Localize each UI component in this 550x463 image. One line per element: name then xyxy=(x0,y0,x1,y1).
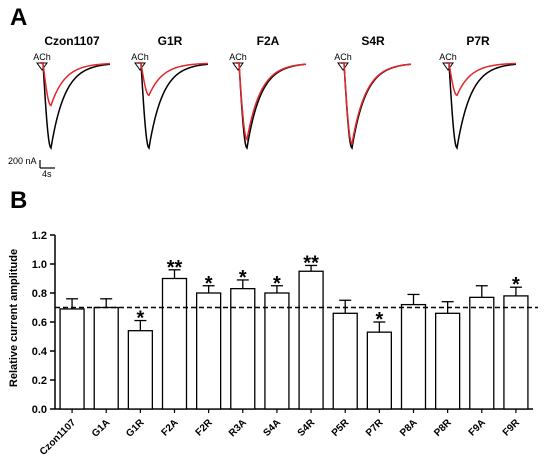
treated-trace xyxy=(446,62,517,97)
ach-application-marker-icon xyxy=(442,62,454,71)
ach-application-marker-icon xyxy=(232,62,244,71)
y-axis-title: Relative current amplitude xyxy=(8,249,20,387)
panel-a-letter: A xyxy=(10,4,27,31)
significance-marker: ** xyxy=(167,257,183,279)
y-tick-label: 0.4 xyxy=(32,346,48,358)
bar xyxy=(230,287,256,410)
treated-trace xyxy=(138,62,209,97)
x-tick-label: Czon1107 xyxy=(38,417,79,458)
x-tick-label: P7R xyxy=(364,417,386,439)
control-trace xyxy=(446,62,517,150)
control-trace xyxy=(40,62,111,150)
ach-application-marker-icon xyxy=(337,62,349,71)
ach-label: ACh xyxy=(439,52,457,62)
bar xyxy=(434,312,461,410)
trace-title: S4R xyxy=(361,34,385,48)
ach-label: ACh xyxy=(229,52,247,62)
significance-marker: ** xyxy=(303,252,319,274)
x-tick-label: F2R xyxy=(194,417,216,439)
scale-bar: 200 nA 4s xyxy=(8,156,55,179)
trace-title: P7R xyxy=(466,34,490,48)
bar xyxy=(366,331,393,410)
treated-trace xyxy=(341,62,412,146)
ach-label: ACh xyxy=(33,52,51,62)
bar xyxy=(127,330,154,410)
bar xyxy=(59,308,85,410)
y-tick-label: 0.2 xyxy=(32,375,47,387)
x-axis-labels: Czon1107 G1A G1R F2A F2R R3A S4A S4R P5R P7R P8A P8… xyxy=(38,409,523,458)
bar xyxy=(298,270,324,410)
scale-bar-current-label: 200 nA xyxy=(8,156,37,166)
control-trace xyxy=(236,62,307,150)
ach-label: ACh xyxy=(131,52,149,62)
trace-panel: Czon1107 ACh xyxy=(33,34,111,150)
bar xyxy=(332,312,358,410)
ach-label: ACh xyxy=(334,52,352,62)
treated-trace xyxy=(40,62,111,107)
y-tick-label: 0.8 xyxy=(32,288,47,300)
trace-panel: S4R ACh xyxy=(334,34,412,150)
bar xyxy=(93,306,119,410)
panel-b: B Relative current amplitude 0.0 0.2 0.4 0.… xyxy=(8,187,538,458)
trace-title: G1R xyxy=(158,34,183,48)
y-tick-label: 0.6 xyxy=(32,317,47,329)
x-tick-label: F2A xyxy=(159,417,180,438)
significance-marker: * xyxy=(512,274,520,296)
bar xyxy=(400,303,427,410)
x-tick-label: S4A xyxy=(262,417,284,439)
panel-a: A Czon1107 ACh G1R ACh F2A ACh S4R ACh P7R ACh 20… xyxy=(8,4,517,179)
bar xyxy=(161,277,188,410)
significance-marker: * xyxy=(375,309,383,331)
ach-application-marker-icon xyxy=(36,62,48,71)
trace-title: F2A xyxy=(257,34,280,48)
bar xyxy=(503,295,529,410)
treated-trace xyxy=(236,62,307,142)
bar xyxy=(469,296,495,410)
x-tick-label: G1A xyxy=(90,417,112,439)
significance-marker: * xyxy=(273,273,281,295)
x-tick-label: F9R xyxy=(501,417,523,439)
bar-series: **** * ***** xyxy=(59,252,529,410)
scale-bar-time-label: 4s xyxy=(42,169,52,179)
trace-title: Czon1107 xyxy=(44,34,100,48)
trace-group: Czon1107 ACh G1R ACh F2A ACh S4R ACh P7R ACh xyxy=(33,34,517,150)
y-tick-label: 1.0 xyxy=(32,259,47,271)
y-tick-label: 0.0 xyxy=(32,404,47,416)
x-tick-label: P8A xyxy=(398,417,420,439)
x-tick-label: G1R xyxy=(124,417,147,440)
bar xyxy=(195,292,222,410)
x-tick-label: F9A xyxy=(467,417,488,438)
significance-marker: * xyxy=(239,267,247,289)
control-trace xyxy=(138,62,209,150)
trace-panel: G1R ACh xyxy=(131,34,209,150)
trace-panel: P7R ACh xyxy=(439,34,517,150)
x-tick-label: S4R xyxy=(296,417,318,439)
ach-application-marker-icon xyxy=(134,62,146,71)
significance-marker: * xyxy=(205,273,213,295)
bar xyxy=(264,292,290,410)
panel-b-letter: B xyxy=(10,187,27,214)
x-tick-label: R3A xyxy=(227,417,249,439)
significance-marker: * xyxy=(136,308,144,330)
x-tick-label: P5R xyxy=(330,417,352,439)
y-tick-label: 1.2 xyxy=(32,230,47,242)
x-tick-label: P8R xyxy=(432,417,454,439)
control-trace xyxy=(341,62,412,150)
trace-panel: F2A ACh xyxy=(229,34,307,150)
